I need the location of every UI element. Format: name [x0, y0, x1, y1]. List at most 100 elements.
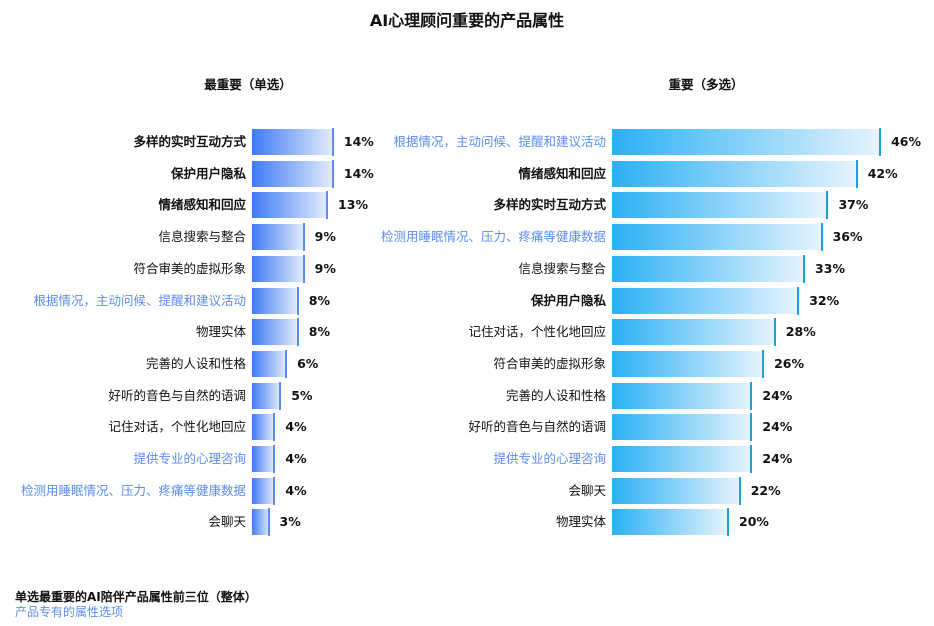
right-data-label: 26%: [774, 355, 805, 371]
left-category-label: 情绪感知和回应: [158, 197, 246, 213]
right-category-label: 多样的实时互动方式: [493, 197, 606, 213]
right-bar: [612, 445, 753, 473]
bar-end-marker: [879, 128, 882, 156]
right-bar: [612, 254, 806, 283]
right-category-label: 提供专业的心理咨询: [493, 451, 606, 466]
bar-end-marker: [267, 508, 270, 537]
left-category-label: 信息搜索与整合: [158, 229, 246, 245]
left-data-label: 3%: [279, 514, 301, 530]
left-bar: [252, 254, 305, 283]
left-data-label: 6%: [297, 355, 319, 371]
bar-end-marker: [285, 349, 288, 378]
left-bar: [252, 476, 276, 505]
left-bar: [252, 223, 305, 252]
note-product-specific: 产品专有的属性选项: [15, 605, 124, 619]
bar-end-marker: [296, 318, 299, 347]
right-data-label: 36%: [832, 229, 863, 245]
right-category-label: 完善的人设和性格: [505, 387, 606, 403]
right-category-label: 物理实体: [555, 514, 606, 530]
right-category-label: 信息搜索与整合: [518, 260, 606, 276]
bar-end-marker: [773, 318, 776, 347]
bar-end-marker: [273, 476, 276, 505]
bar-end-marker: [803, 254, 806, 283]
left-bar: [252, 191, 329, 220]
left-bar: [252, 381, 282, 410]
right-data-label: 42%: [867, 165, 898, 181]
left-bar: [252, 318, 299, 347]
left-bar: [252, 128, 334, 156]
left-data-label: 13%: [338, 197, 368, 213]
left-data-label: 4%: [285, 451, 307, 466]
bar-end-marker: [331, 128, 334, 156]
bar-end-marker: [326, 191, 329, 220]
bar-end-marker: [296, 286, 299, 315]
bar-end-marker: [750, 381, 753, 410]
left-data-label: 9%: [314, 229, 336, 245]
right-bar: [612, 508, 729, 537]
bar-end-marker: [826, 191, 829, 220]
right-bar: [612, 191, 829, 220]
left-bar: [252, 349, 288, 378]
left-data-label: 5%: [291, 387, 313, 403]
left-category-label: 符合审美的虚拟形象: [133, 260, 246, 276]
right-data-label: 20%: [739, 514, 769, 530]
legend-notes: 单选最重要的AI陪伴产品属性前三位（整体） 产品专有的属性选项: [15, 590, 257, 620]
left-data-label: 14%: [343, 165, 374, 181]
bar-end-marker: [331, 159, 334, 188]
right-data-label: 24%: [762, 419, 793, 435]
left-category-label: 提供专业的心理咨询: [133, 451, 246, 466]
left-category-label: 保护用户隐私: [170, 165, 246, 181]
right-data-label: 24%: [762, 387, 793, 403]
bar-end-marker: [750, 445, 753, 473]
left-category-label: 记住对话，个性化地回应: [108, 419, 246, 435]
left-subtitle: 最重要（单选）: [204, 77, 292, 92]
right-data-label: 46%: [891, 134, 922, 149]
right-data-label: 24%: [762, 451, 793, 466]
right-bar: [612, 413, 753, 442]
right-bar: [612, 128, 882, 156]
right-category-label: 好听的音色与自然的语调: [468, 419, 606, 435]
right-data-label: 22%: [750, 482, 781, 498]
left-category-label: 好听的音色与自然的语调: [108, 387, 246, 403]
right-category-label: 检测用睡眠情况、压力、疼痛等健康数据: [380, 229, 606, 245]
left-category-label: 完善的人设和性格: [145, 355, 246, 371]
right-bar: [612, 476, 741, 505]
bar-end-marker: [279, 381, 282, 410]
left-category-label: 物理实体: [195, 324, 246, 340]
right-category-label: 情绪感知和回应: [518, 165, 606, 181]
left-bar: [252, 286, 299, 315]
left-data-label: 9%: [314, 260, 336, 276]
bar-end-marker: [855, 159, 858, 188]
left-data-label: 4%: [285, 482, 307, 498]
bar-end-marker: [750, 413, 753, 442]
right-data-label: 37%: [838, 197, 869, 213]
right-bar: [612, 223, 823, 252]
left-data-label: 4%: [285, 419, 307, 435]
right-category-label: 保护用户隐私: [530, 292, 606, 308]
right-subtitle: 重要（多选）: [668, 77, 744, 92]
right-category-label: 记住对话，个性化地回应: [468, 324, 606, 340]
bar-end-marker: [820, 223, 823, 252]
left-bar: [252, 445, 276, 473]
left-category-label: 根据情况，主动问候、提醒和建议活动: [33, 292, 246, 308]
left-bar: [252, 508, 270, 537]
left-data-label: 14%: [343, 134, 374, 149]
left-category-label: 检测用睡眠情况、压力、疼痛等健康数据: [20, 482, 246, 498]
right-data-label: 28%: [785, 324, 816, 340]
left-data-label: 8%: [308, 292, 331, 308]
bar-end-marker: [273, 413, 276, 442]
left-bar: [252, 159, 334, 188]
right-bar: [612, 159, 858, 188]
bar-end-marker: [727, 508, 729, 537]
bar-end-marker: [762, 349, 765, 378]
right-bar: [612, 349, 765, 378]
bar-end-marker: [302, 223, 305, 252]
right-category-label: 根据情况，主动问候、提醒和建议活动: [393, 134, 606, 149]
right-category-label: 会聊天: [568, 482, 606, 498]
right-category-label: 符合审美的虚拟形象: [493, 355, 606, 371]
right-data-label: 32%: [809, 292, 840, 308]
right-data-label: 33%: [815, 260, 845, 276]
right-bar: [612, 286, 800, 315]
bar-end-marker: [738, 476, 741, 505]
left-bar: [252, 413, 276, 442]
